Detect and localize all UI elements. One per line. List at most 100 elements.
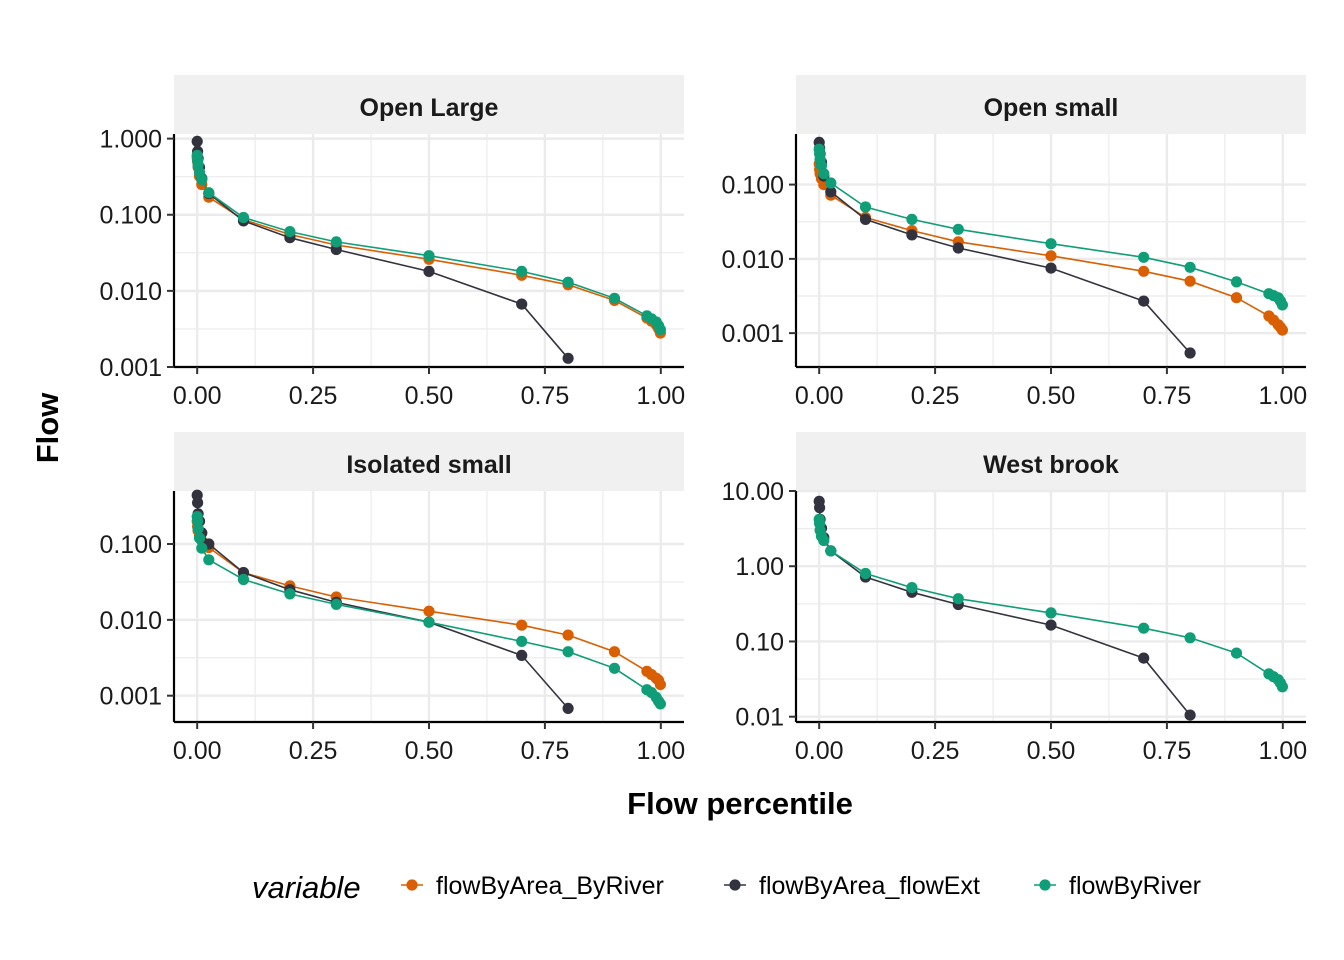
data-point xyxy=(237,211,250,224)
x-tick-label: 0.00 xyxy=(795,382,844,410)
x-tick-label: 0.50 xyxy=(405,737,454,765)
x-tick-label: 0.00 xyxy=(173,737,222,765)
series-flowbyriver xyxy=(191,149,667,336)
legend-label: flowByRiver xyxy=(1069,872,1201,900)
data-point xyxy=(423,250,435,262)
y-axis-title: Flow xyxy=(30,392,65,463)
data-point xyxy=(423,605,435,617)
x-tick-label: 0.00 xyxy=(795,737,844,765)
y-tick-label: 0.001 xyxy=(721,320,784,348)
series-flowbyriver xyxy=(191,510,667,710)
data-point xyxy=(1230,647,1243,659)
x-tick-label: 1.00 xyxy=(636,737,685,765)
panel-west-brook: West brook 0.00 0.25 0.50 0.75 1.00 0.01 0.10 1.… xyxy=(721,432,1307,765)
facet-title: Open small xyxy=(984,94,1119,122)
x-tick-label: 1.00 xyxy=(1258,382,1307,410)
x-tick-label: 0.50 xyxy=(1027,382,1076,410)
y-tick-label: 0.100 xyxy=(99,202,162,230)
facet-strip xyxy=(174,432,684,491)
y-tick-label: 0.010 xyxy=(99,607,162,635)
legend-label: flowByArea_flowExt xyxy=(759,872,980,900)
data-point xyxy=(193,532,206,544)
legend-item-flowbyarea-byriver: flowByArea_ByRiver xyxy=(401,872,664,900)
x-tick-label: 0.25 xyxy=(911,737,960,765)
data-point xyxy=(1184,347,1196,359)
facet-title: Open Large xyxy=(360,94,499,122)
facet-strip xyxy=(796,432,1306,491)
data-point xyxy=(203,187,215,199)
data-point xyxy=(1184,632,1196,644)
data-point xyxy=(952,223,964,235)
facet-title: Isolated small xyxy=(346,451,511,479)
data-point xyxy=(825,186,837,198)
data-point xyxy=(192,522,204,535)
legend-key-point xyxy=(406,879,418,891)
data-point xyxy=(859,213,872,225)
facet-title: West brook xyxy=(983,451,1119,479)
data-point xyxy=(859,567,872,580)
y-tick-label: 0.100 xyxy=(99,531,162,559)
data-point xyxy=(284,226,296,238)
data-point xyxy=(818,168,830,180)
data-point xyxy=(608,662,621,674)
panels: Open Large 0.00 0.25 0.50 0.75 1.00 0.001 0.010… xyxy=(99,75,1307,765)
data-point xyxy=(516,619,528,631)
data-point xyxy=(516,298,528,310)
panel-open-small: Open small 0.00 0.25 0.50 0.75 1.00 0.001 0.010… xyxy=(721,75,1307,410)
data-point xyxy=(1184,275,1196,287)
data-point xyxy=(330,598,342,611)
data-point xyxy=(906,213,918,225)
legend-item-flowbyarea-flowext: flowByArea_flowExt xyxy=(724,872,980,900)
x-tick-label: 0.50 xyxy=(405,382,454,410)
data-point xyxy=(1138,251,1150,263)
y-tick-label: 0.100 xyxy=(721,172,784,200)
data-point xyxy=(203,554,215,566)
data-point xyxy=(562,646,574,658)
y-tick-label: 1.00 xyxy=(735,553,784,581)
x-tick-label: 1.00 xyxy=(636,382,685,410)
data-point xyxy=(1045,262,1057,274)
y-tick-label: 0.001 xyxy=(99,683,162,711)
legend-label: flowByArea_ByRiver xyxy=(436,872,664,900)
data-point xyxy=(608,292,621,304)
data-point xyxy=(1276,681,1288,693)
x-tick-label: 0.75 xyxy=(521,382,570,410)
data-point xyxy=(1276,299,1288,311)
data-point xyxy=(196,542,208,554)
data-point xyxy=(952,242,964,254)
x-tick-label: 0.25 xyxy=(911,382,960,410)
legend-title: variable xyxy=(252,870,361,905)
x-axis-title: Flow percentile xyxy=(627,786,853,821)
data-point xyxy=(654,679,667,691)
data-point xyxy=(1138,622,1150,634)
data-point xyxy=(191,135,203,147)
legend: variable flowByArea_ByRiver flowByArea_fl… xyxy=(252,870,1201,905)
y-tick-label: 10.00 xyxy=(721,478,784,506)
data-point xyxy=(196,173,208,186)
x-tick-label: 0.75 xyxy=(521,737,570,765)
data-point xyxy=(1184,709,1196,721)
data-point xyxy=(1045,250,1057,262)
data-point xyxy=(237,573,250,586)
data-point xyxy=(608,646,621,658)
y-tick-label: 0.010 xyxy=(99,278,162,306)
data-point xyxy=(906,582,918,594)
data-point xyxy=(952,593,964,605)
data-point xyxy=(516,265,528,277)
data-point xyxy=(814,502,826,514)
data-point xyxy=(516,635,528,648)
data-point xyxy=(1184,261,1196,273)
data-point xyxy=(1138,295,1150,307)
data-point xyxy=(423,616,435,628)
data-point xyxy=(825,545,837,557)
x-tick-label: 0.25 xyxy=(289,737,338,765)
data-point xyxy=(516,649,528,662)
x-tick-label: 0.00 xyxy=(173,382,222,410)
facet-strip xyxy=(796,75,1306,134)
legend-item-flowbyriver: flowByRiver xyxy=(1034,872,1201,900)
data-point xyxy=(1138,265,1150,277)
data-point xyxy=(1230,276,1243,288)
data-point xyxy=(1045,607,1057,619)
data-point xyxy=(906,229,918,241)
